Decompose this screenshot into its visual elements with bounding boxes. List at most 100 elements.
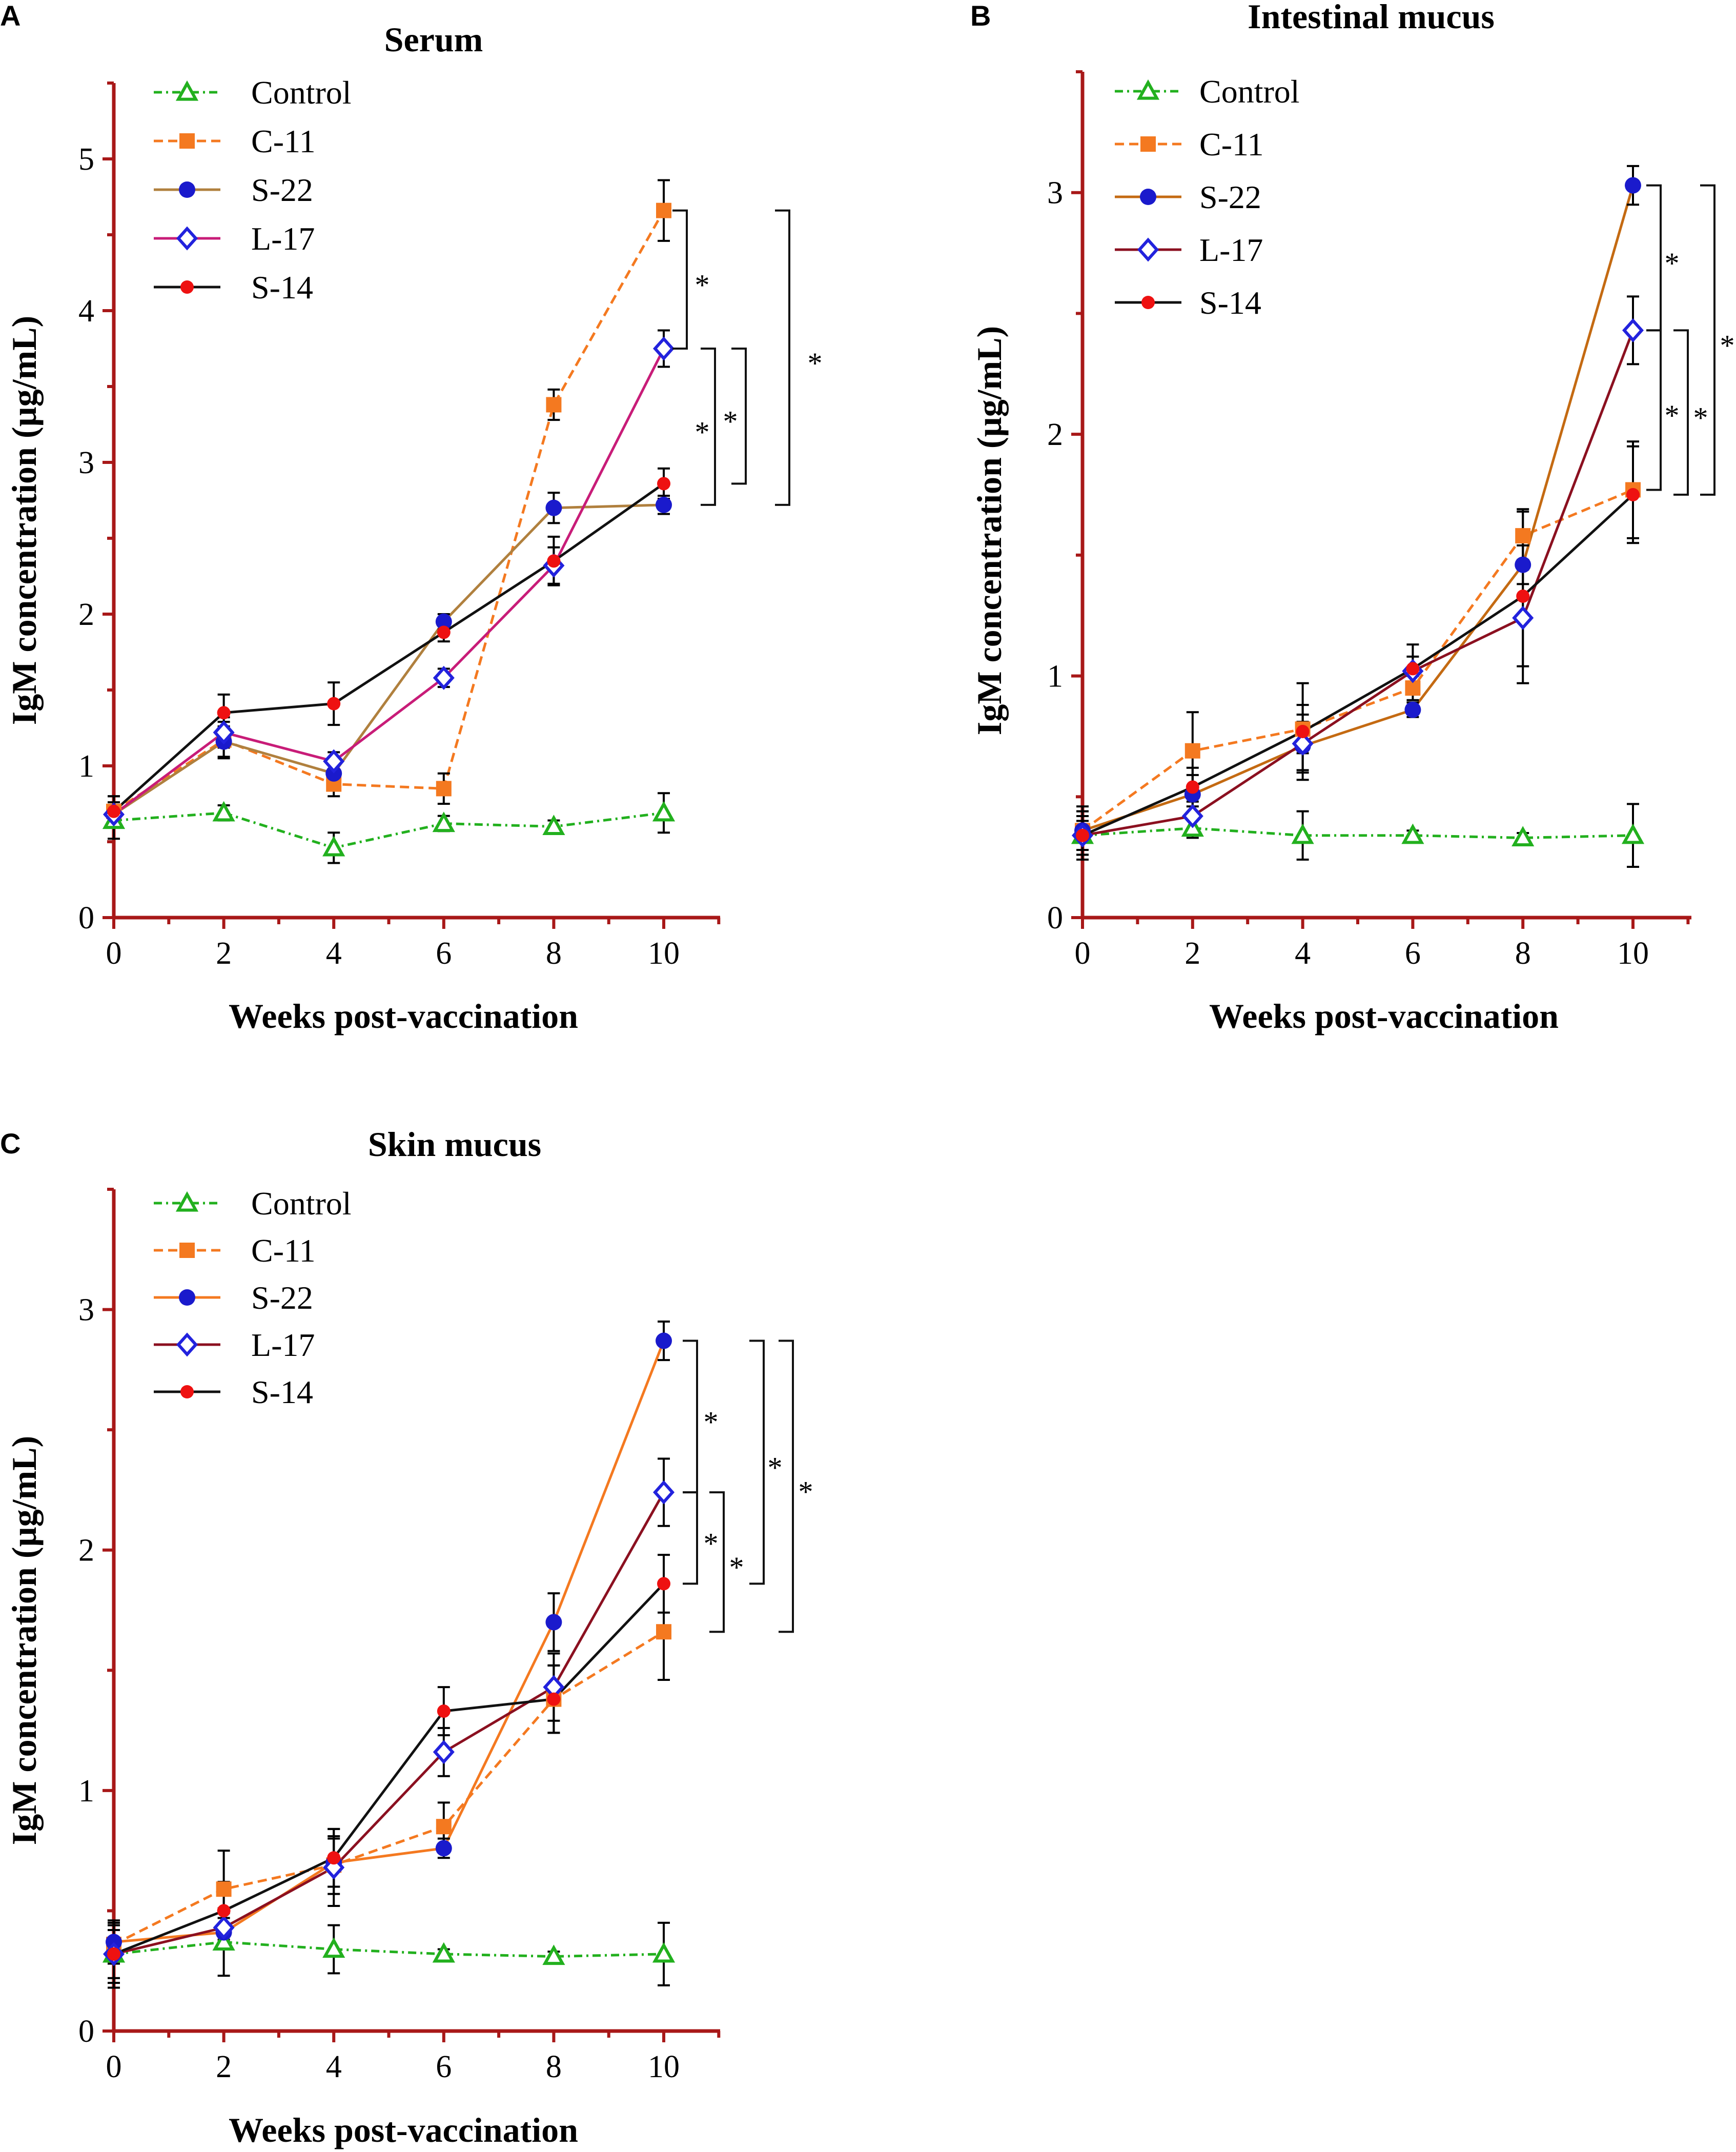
data-point-s-14 bbox=[217, 706, 231, 720]
data-point-c-11 bbox=[656, 1624, 671, 1640]
data-point-control bbox=[212, 1930, 235, 1951]
data-point-s-22 bbox=[1625, 177, 1641, 194]
series-line-s-22 bbox=[113, 1340, 665, 1943]
data-point-control bbox=[432, 811, 455, 833]
data-point-s-14 bbox=[217, 1904, 231, 1918]
y-tick-label: 3 bbox=[1047, 176, 1063, 211]
x-tick-label: 6 bbox=[436, 2049, 452, 2084]
y-tick-label: 0 bbox=[78, 901, 94, 936]
data-point-c-11 bbox=[656, 202, 671, 218]
panel-c-significance: * * * * * bbox=[683, 1339, 813, 1633]
data-point-control bbox=[1512, 826, 1535, 847]
data-point-s-14 bbox=[1516, 590, 1530, 603]
legend-marker-c-11 bbox=[179, 1243, 195, 1258]
y-tick-label: 2 bbox=[78, 1533, 94, 1568]
panel-a-legend: Control C-11 S-22 L-17 S-14 bbox=[154, 74, 352, 306]
data-point-s-14 bbox=[547, 1692, 561, 1706]
data-point-l-17 bbox=[433, 1740, 455, 1764]
panel-b-letter: B bbox=[970, 0, 991, 32]
legend-label-control: Control bbox=[1199, 73, 1300, 110]
panel-b-legend: Control C-11 S-22 L-17 S-14 bbox=[1115, 73, 1300, 321]
x-tick-label: 0 bbox=[1075, 936, 1091, 971]
legend-label-s-14: S-14 bbox=[251, 1374, 313, 1410]
legend-marker-s-14 bbox=[180, 1385, 194, 1398]
data-point-l-17 bbox=[1181, 804, 1203, 828]
significance-bracket bbox=[1646, 329, 1662, 491]
x-tick-label: 10 bbox=[648, 936, 680, 971]
legend-label-s-22: S-22 bbox=[251, 172, 313, 208]
legend-marker-c-11 bbox=[1140, 136, 1156, 152]
legend-label-s-14: S-14 bbox=[1199, 285, 1261, 321]
significance-bracket bbox=[1646, 184, 1662, 332]
significance-bracket bbox=[683, 1339, 698, 1494]
significance-star: * bbox=[695, 268, 710, 301]
data-point-s-14 bbox=[1296, 725, 1310, 738]
series-line-l-17 bbox=[113, 1491, 665, 1956]
significance-bracket bbox=[1673, 329, 1689, 496]
legend-label-control: Control bbox=[251, 1185, 352, 1222]
series-line-s-22 bbox=[1082, 185, 1635, 832]
x-tick-label: 8 bbox=[546, 936, 562, 971]
data-point-l-17 bbox=[1622, 318, 1644, 342]
significance-star: * bbox=[704, 1405, 719, 1438]
legend-label-c-11: C-11 bbox=[251, 1232, 316, 1269]
series-line-control bbox=[113, 1940, 664, 1958]
y-tick-label: 0 bbox=[78, 2014, 94, 2049]
data-point-s-22 bbox=[656, 1332, 672, 1349]
panel-b-ylabel: IgM concentration (µg/mL) bbox=[970, 326, 1009, 735]
data-point-c-11 bbox=[546, 397, 562, 413]
panel-b-significance: * * * * bbox=[1646, 184, 1735, 496]
y-tick-label: 2 bbox=[1047, 417, 1063, 452]
data-point-s-22 bbox=[325, 765, 342, 782]
data-point-l-17 bbox=[213, 1915, 235, 1940]
data-point-l-17 bbox=[1512, 605, 1534, 630]
panel-c: C Skin mucus Weeks post-vaccination IgM … bbox=[0, 1125, 813, 2149]
data-point-l-17 bbox=[652, 336, 675, 361]
data-point-s-14 bbox=[327, 1851, 341, 1865]
panel-a-letter: A bbox=[0, 0, 21, 32]
data-point-control bbox=[1401, 823, 1424, 844]
data-point-s-22 bbox=[435, 613, 452, 630]
series-line-c-11 bbox=[113, 1631, 665, 1946]
data-point-s-14 bbox=[107, 1947, 120, 1961]
data-point-s-22 bbox=[1515, 556, 1531, 573]
panel-a-plot: 0 1 2 3 4 5 0 2 4 6 8 10 bbox=[78, 82, 721, 971]
significance-bracket bbox=[731, 348, 747, 485]
significance-bracket bbox=[701, 348, 716, 506]
legend-label-l-17: L-17 bbox=[1199, 232, 1263, 268]
x-tick-label: 2 bbox=[216, 936, 232, 971]
legend-label-s-22: S-22 bbox=[1199, 179, 1261, 215]
x-tick-label: 4 bbox=[326, 2049, 342, 2084]
x-tick-label: 2 bbox=[1184, 936, 1200, 971]
legend-label-c-11: C-11 bbox=[1199, 126, 1264, 163]
x-tick-label: 10 bbox=[1617, 936, 1649, 971]
significance-bracket bbox=[749, 1339, 765, 1585]
series-line-c-11 bbox=[1081, 489, 1633, 832]
significance-star: * bbox=[799, 1475, 813, 1508]
data-point-s-22 bbox=[545, 499, 562, 516]
y-tick-label: 4 bbox=[78, 294, 94, 329]
series-line-s-22 bbox=[113, 503, 664, 816]
significance-star: * bbox=[1693, 401, 1708, 435]
x-tick-label: 8 bbox=[1515, 936, 1531, 971]
x-tick-label: 0 bbox=[106, 936, 122, 971]
data-point-l-17 bbox=[433, 665, 455, 690]
data-point-l-17 bbox=[323, 749, 345, 774]
y-tick-label: 1 bbox=[78, 1774, 94, 1809]
panel-c-xlabel: Weeks post-vaccination bbox=[229, 2110, 578, 2149]
data-point-c-11 bbox=[436, 781, 452, 797]
data-point-control bbox=[212, 801, 235, 822]
x-tick-label: 10 bbox=[648, 2049, 680, 2084]
panel-c-letter: C bbox=[0, 1127, 21, 1160]
x-tick-label: 4 bbox=[326, 936, 342, 971]
legend-label-l-17: L-17 bbox=[251, 1327, 315, 1363]
data-point-control bbox=[432, 1942, 455, 1963]
legend-marker-control bbox=[175, 1191, 199, 1212]
legend-marker-control bbox=[1136, 79, 1160, 100]
data-point-s-14 bbox=[657, 1577, 670, 1591]
legend-label-c-11: C-11 bbox=[251, 123, 316, 159]
y-tick-label: 0 bbox=[1047, 901, 1063, 936]
x-tick-label: 4 bbox=[1295, 936, 1311, 971]
legend-label-s-22: S-22 bbox=[251, 1280, 313, 1316]
